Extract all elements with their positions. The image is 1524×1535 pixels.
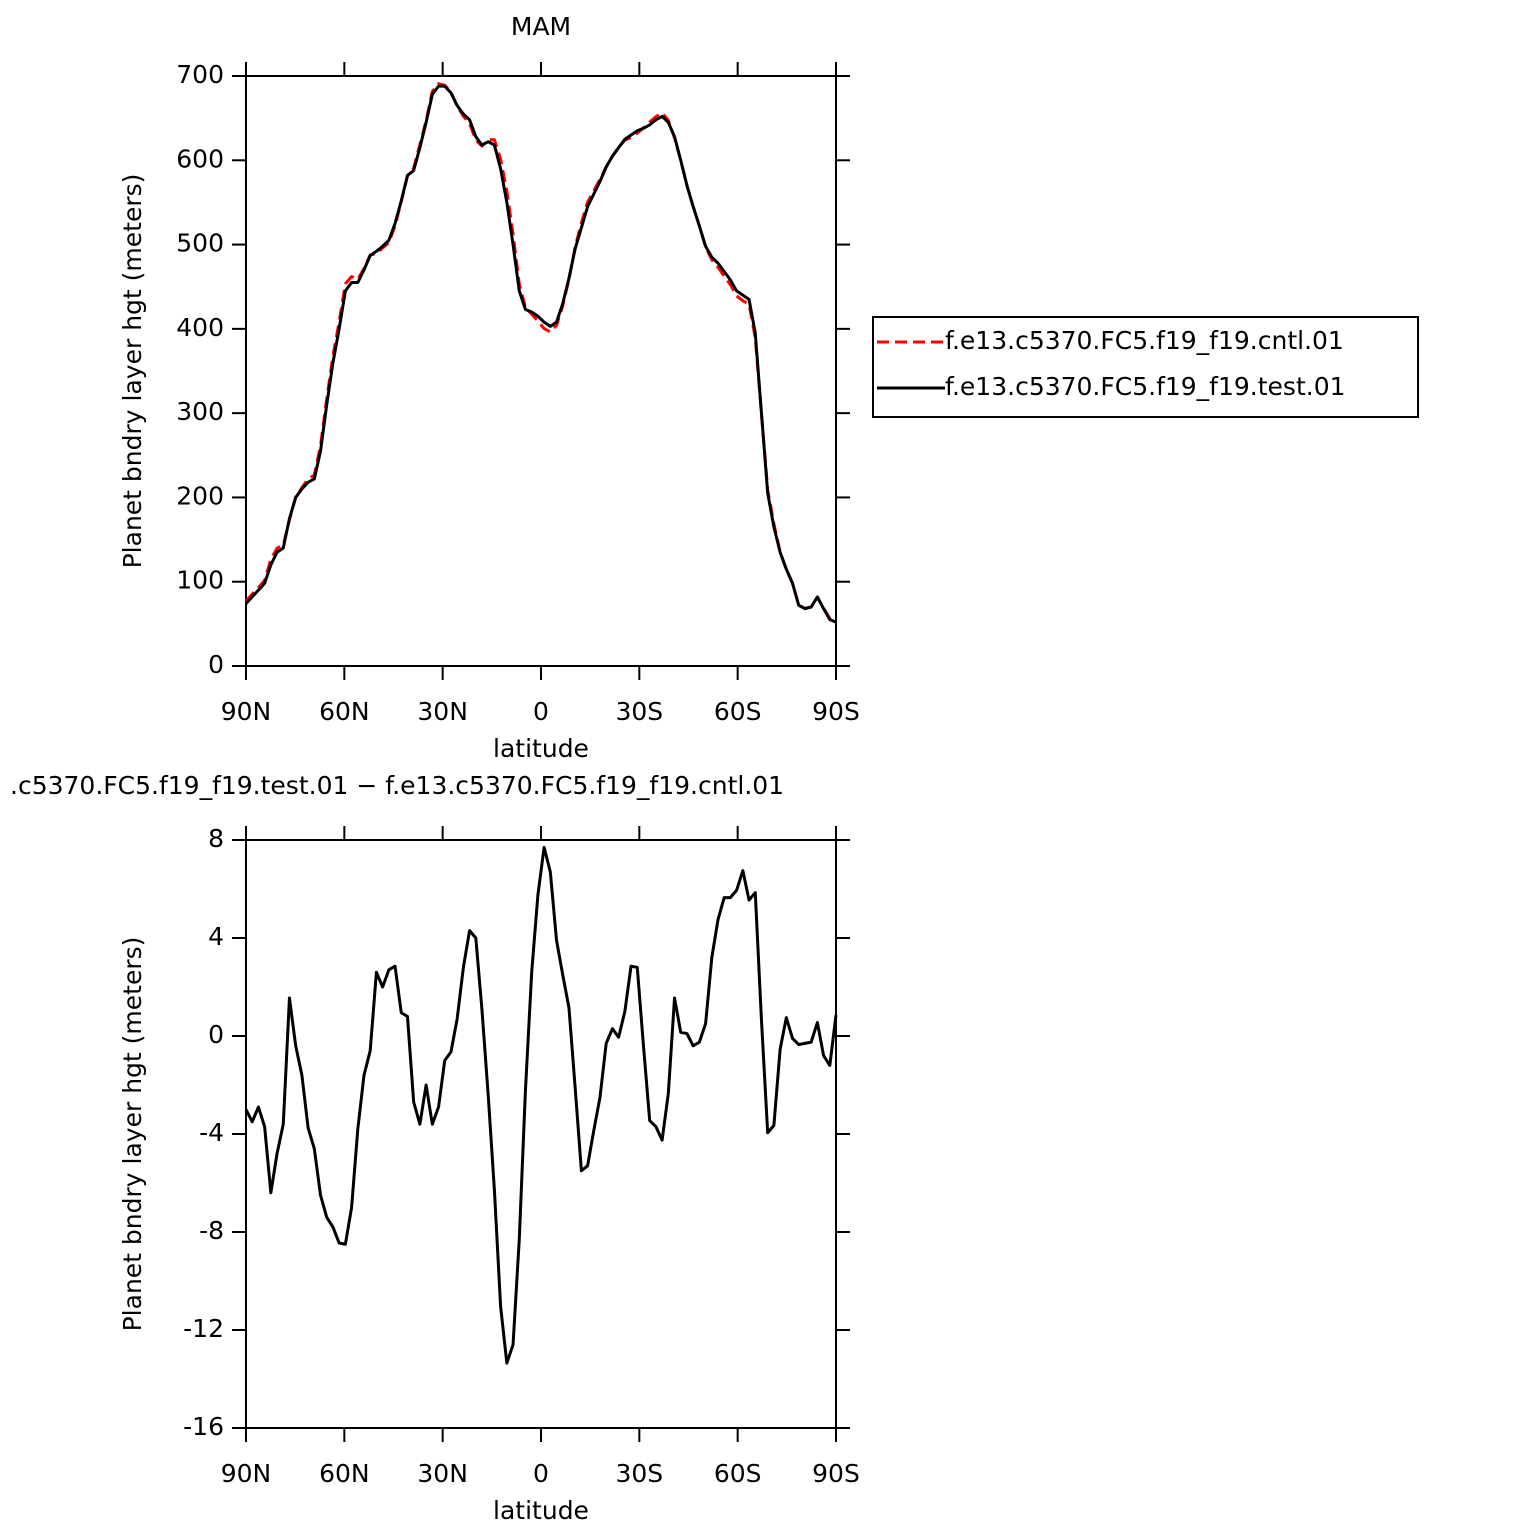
x-tick-label: 60N	[319, 697, 370, 726]
legend-label: f.e13.c5370.FC5.f19_f19.test.01	[945, 372, 1346, 401]
y-tick-label: 500	[176, 229, 224, 258]
y-tick-label: -8	[199, 1216, 224, 1245]
x-tick-label: 30S	[615, 1459, 663, 1488]
y-tick-label: 0	[208, 650, 224, 679]
legend-box	[872, 316, 1419, 418]
chart: MAM 0 100 200 300 400 500 600 700 90N 60N 30N 0 30S 60…	[118, 12, 1419, 763]
x-tick-label: 30N	[417, 697, 468, 726]
series-line	[244, 845, 838, 1365]
y-tick-label: -16	[183, 1412, 224, 1441]
x-tick-label: 0	[533, 1459, 549, 1488]
y-tick-label: -4	[199, 1118, 224, 1147]
series-line	[244, 84, 837, 624]
x-axis-label: latitude	[493, 734, 589, 763]
chart-title: MAM	[511, 12, 571, 41]
y-tick-label: -12	[183, 1314, 224, 1343]
x-tick-label: 60N	[319, 1459, 370, 1488]
legend-label: f.e13.c5370.FC5.f19_f19.cntl.01	[945, 326, 1344, 355]
y-tick-label: 300	[176, 397, 224, 426]
y-tick-label: 400	[176, 313, 224, 342]
y-axis-label: Planet bndry layer hgt (meters)	[118, 937, 147, 1332]
y-tick-label: 4	[208, 922, 224, 951]
y-tick-label: 8	[208, 824, 224, 853]
x-axis-label: latitude	[493, 1496, 589, 1525]
x-tick-label: 90N	[221, 1459, 272, 1488]
y-tick-label: 100	[176, 566, 224, 595]
x-tick-label: 60S	[714, 1459, 762, 1488]
plot-frame	[245, 839, 837, 1429]
x-tick-label: 90N	[221, 697, 272, 726]
y-tick-label: 200	[176, 481, 224, 510]
x-tick-label: 90S	[812, 1459, 860, 1488]
x-tick-label: 0	[533, 697, 549, 726]
x-tick-label: 30S	[615, 697, 663, 726]
chart-title: .c5370.FC5.f19_f19.test.01 − f.e13.c5370…	[10, 771, 784, 800]
y-tick-label: 700	[176, 60, 224, 89]
plot-frame	[245, 75, 837, 667]
y-tick-label: 600	[176, 144, 224, 173]
chart: .c5370.FC5.f19_f19.test.01 − f.e13.c5370…	[10, 771, 860, 1525]
x-tick-label: 30N	[417, 1459, 468, 1488]
y-axis-label: Planet bndry layer hgt (meters)	[118, 174, 147, 569]
x-tick-label: 90S	[812, 697, 860, 726]
y-tick-label: 0	[208, 1020, 224, 1049]
x-tick-label: 60S	[714, 697, 762, 726]
